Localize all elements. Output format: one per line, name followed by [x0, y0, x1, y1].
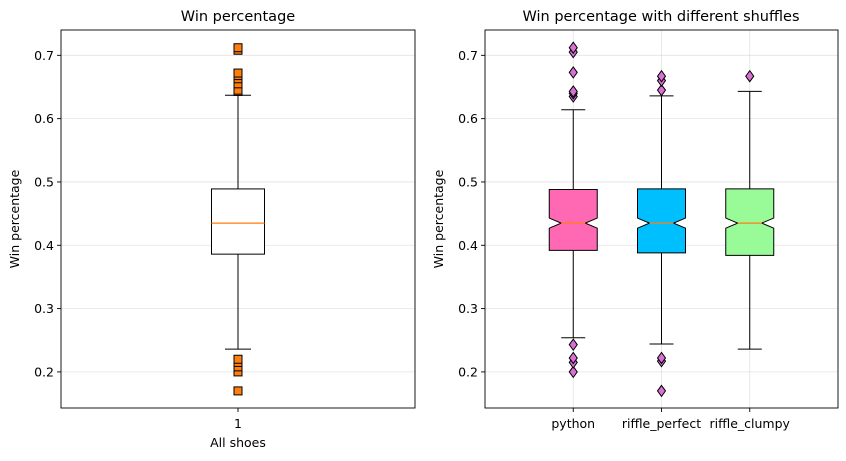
outlier-point	[568, 338, 578, 352]
box-body	[725, 188, 775, 256]
outlier-point	[568, 351, 578, 365]
y-axis-label: Win percentage	[7, 169, 22, 268]
outlier-point	[233, 354, 243, 364]
outlier-point	[656, 69, 667, 83]
y-tick-label: 0.5	[34, 174, 54, 189]
outlier-point	[656, 384, 667, 398]
x-tick-label: 1	[234, 416, 242, 431]
y-tick-label: 0.7	[458, 48, 478, 63]
outlier-point	[568, 66, 578, 79]
y-tick-label: 0.3	[34, 301, 54, 316]
box-1	[211, 43, 265, 396]
axes-frame	[484, 29, 839, 409]
outlier-point	[568, 85, 578, 98]
y-tick-label: 0.7	[34, 48, 54, 63]
box-body	[637, 188, 686, 254]
outlier-point	[233, 386, 243, 396]
y-tick-label: 0.3	[458, 301, 478, 316]
y-tick-label: 0.6	[458, 111, 478, 126]
x-tick-label: python	[551, 416, 595, 431]
y-tick-label: 0.4	[34, 238, 54, 253]
x-axis-label: All shoes	[210, 435, 266, 450]
chart-title: Win percentage	[181, 9, 295, 25]
x-tick-label: riffle_clumpy	[710, 416, 791, 431]
outlier-point	[656, 351, 667, 365]
outlier-point	[656, 83, 667, 97]
box-body	[548, 189, 598, 251]
y-axis-label: Win percentage	[431, 169, 446, 268]
box-riffle_clumpy	[725, 69, 775, 350]
outlier-point	[568, 41, 578, 55]
y-tick-label: 0.2	[458, 364, 478, 379]
chart-panel-win-percentage-shuffles: Win percentage with different shuffles W…	[431, 9, 839, 431]
y-tick-label: 0.6	[34, 111, 54, 126]
box-python	[548, 41, 598, 379]
y-tick-label: 0.5	[458, 174, 478, 189]
box-body	[211, 188, 265, 255]
axes-frame	[60, 29, 416, 409]
outlier-point	[745, 69, 755, 83]
y-tick-label: 0.4	[458, 238, 478, 253]
chart-title: Win percentage with different shuffles	[523, 9, 800, 25]
outlier-point	[568, 365, 578, 379]
box-riffle_perfect	[637, 69, 686, 398]
y-tick-label: 0.2	[34, 364, 54, 379]
x-tick-label: riffle_perfect	[622, 416, 701, 431]
outlier-point	[233, 68, 243, 78]
chart-panel-win-percentage: Win percentage All shoes Win percentage …	[7, 9, 416, 450]
outlier-point	[233, 43, 243, 53]
